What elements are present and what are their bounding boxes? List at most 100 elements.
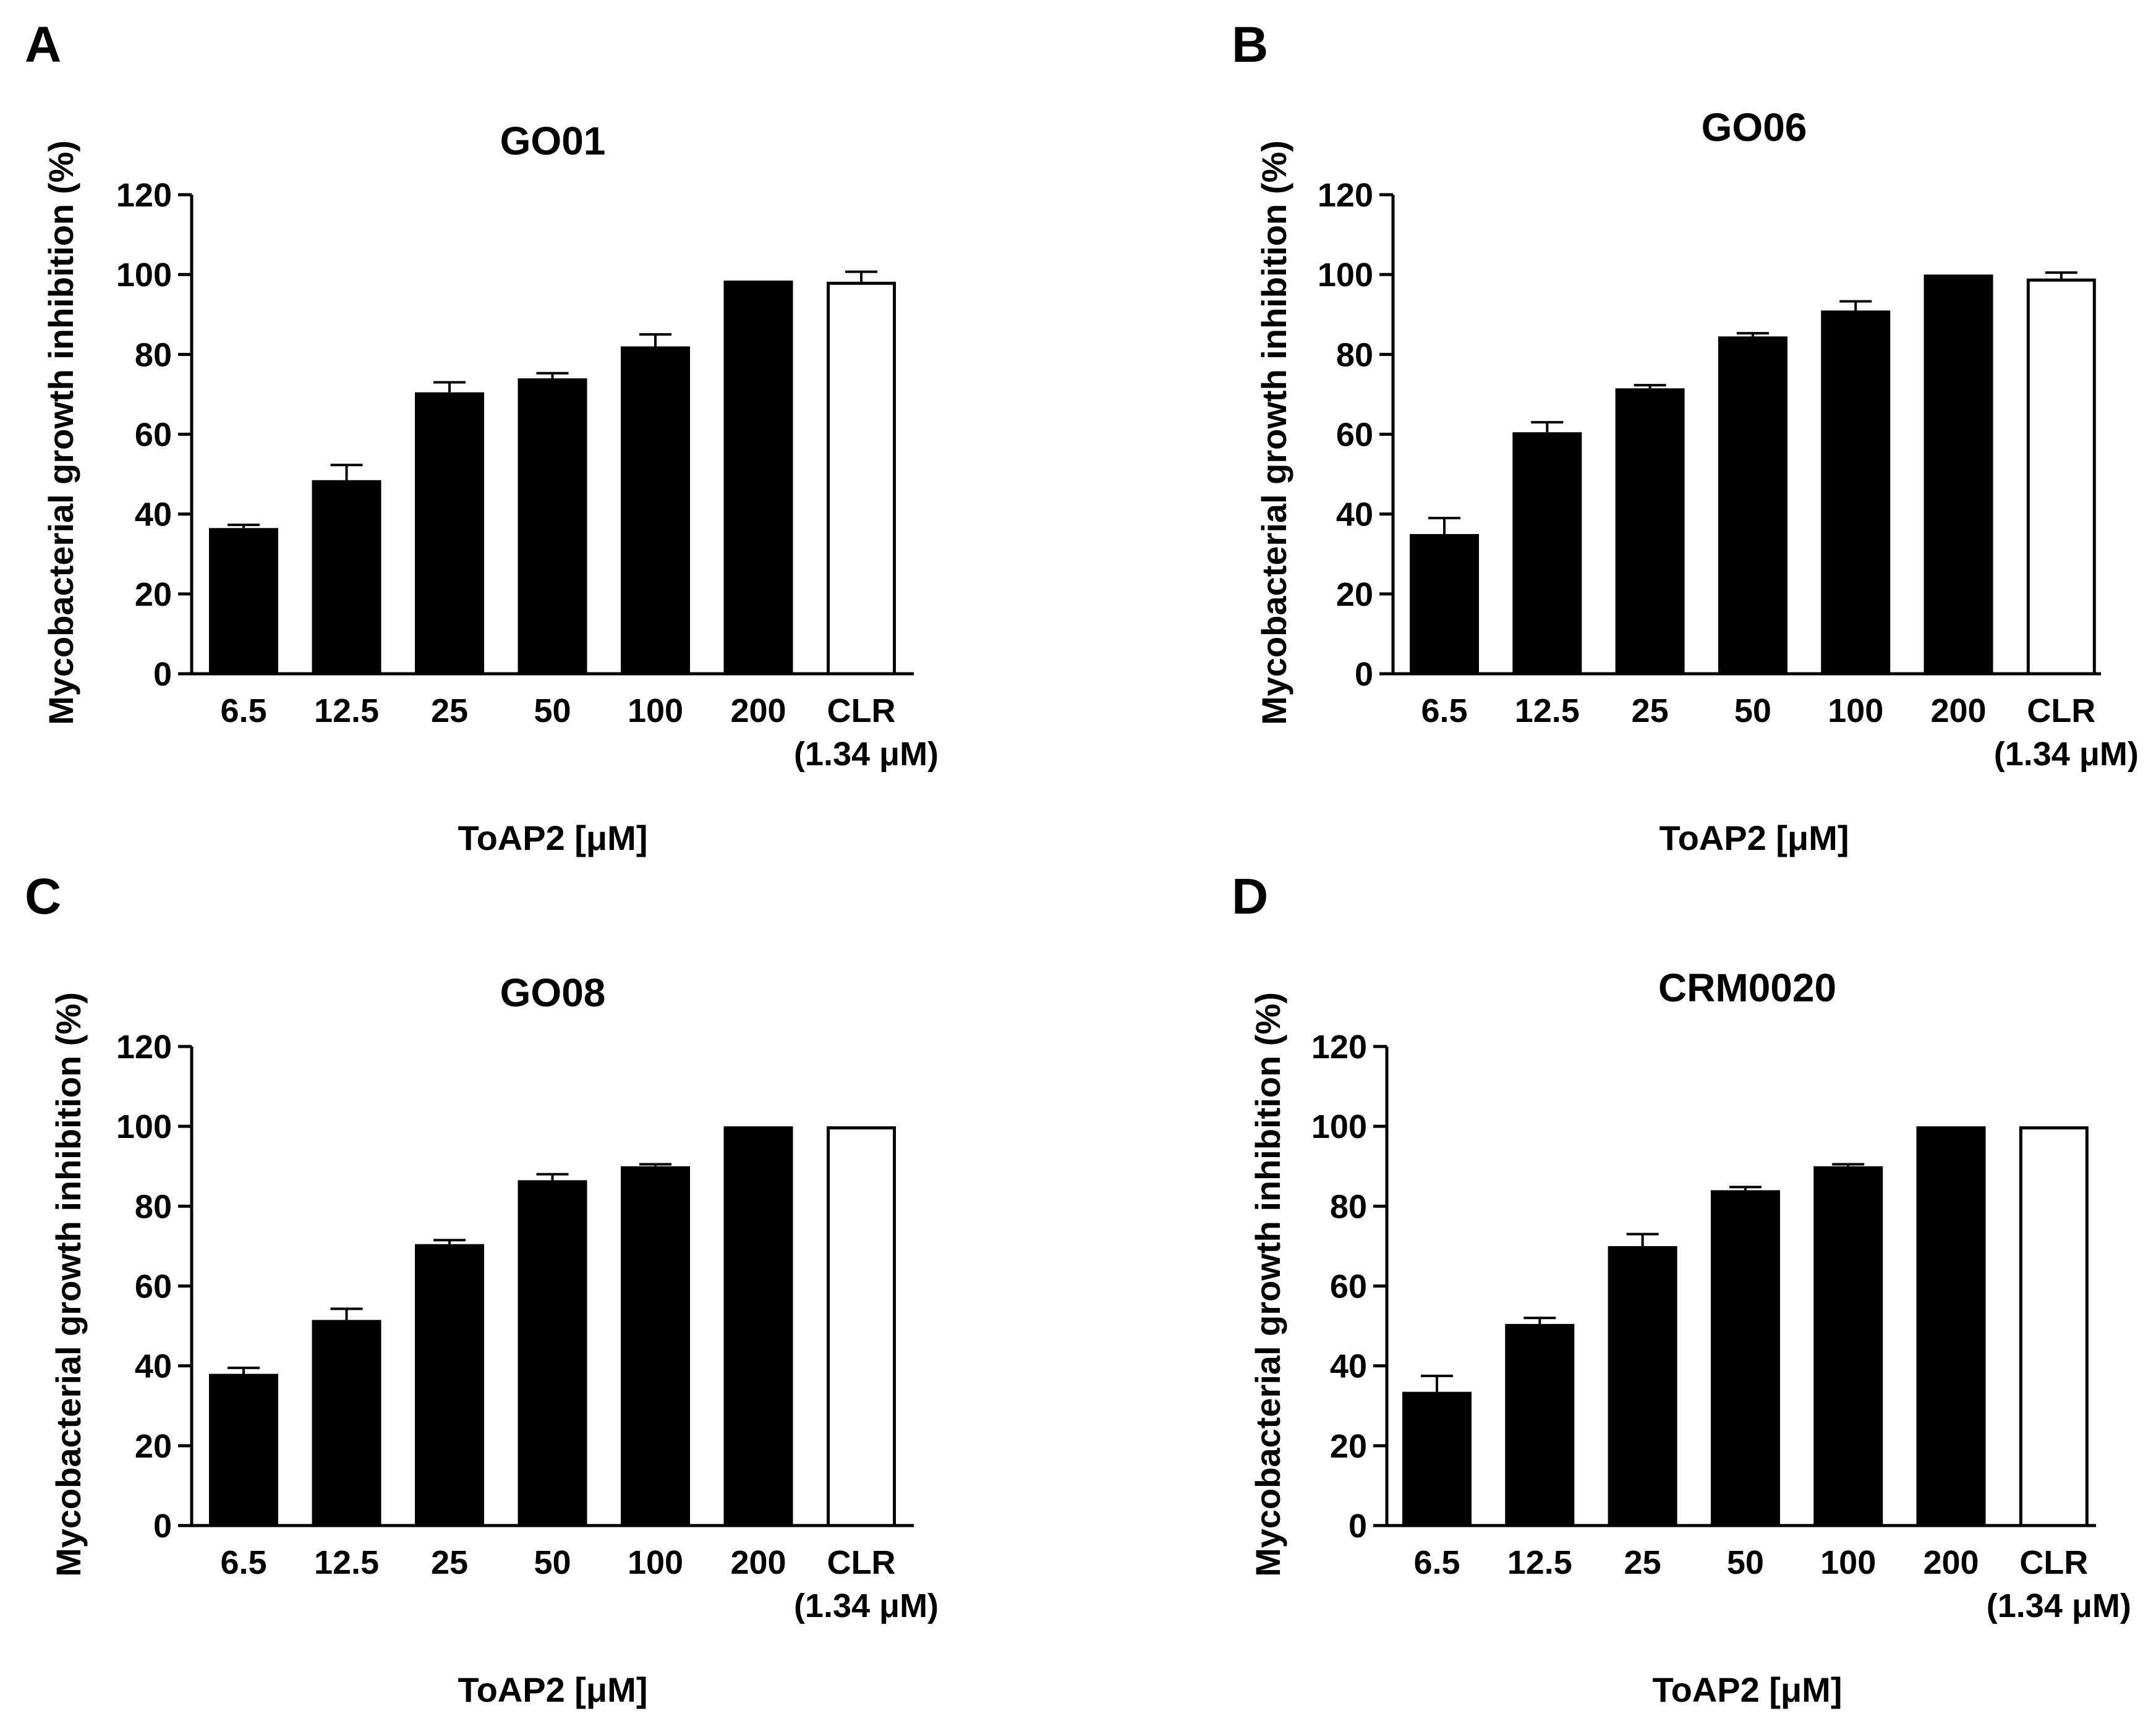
y-tick-label: 60 xyxy=(1336,417,1373,454)
bar xyxy=(1718,336,1787,674)
bar xyxy=(1710,1190,1780,1526)
x-tick-label: 200 xyxy=(730,692,786,729)
x-tick-label: 50 xyxy=(534,692,571,729)
x-tick-label: 6.5 xyxy=(220,692,266,729)
x-tick-label: 12.5 xyxy=(1515,692,1580,729)
chart-title: GO08 xyxy=(500,970,606,1015)
panel-letter: A xyxy=(25,17,61,73)
y-tick-label: 80 xyxy=(1330,1188,1367,1225)
y-tick-label: 100 xyxy=(1311,1108,1367,1145)
x-tick-label: 200 xyxy=(1930,692,1986,729)
x-tick-label: 25 xyxy=(1624,1544,1661,1581)
x-tick-sublabel: (1.34 μM) xyxy=(794,1587,939,1624)
y-tick-label: 20 xyxy=(135,576,172,613)
bar xyxy=(2026,278,2096,676)
x-tick-label: 25 xyxy=(1632,692,1669,729)
bar xyxy=(209,528,278,674)
bar xyxy=(518,378,587,674)
bar xyxy=(415,1244,484,1526)
x-tick-label: 100 xyxy=(1820,1544,1876,1581)
y-tick-label: 100 xyxy=(1318,257,1373,294)
x-tick-label: 200 xyxy=(1923,1544,1979,1581)
y-tick-label: 80 xyxy=(1336,336,1373,373)
x-tick-label: 25 xyxy=(431,1544,468,1581)
y-axis-label: Mycobacterial growth inhibition (%) xyxy=(49,992,88,1577)
panel-letter: C xyxy=(25,868,61,925)
x-axis-label: ToAP2 [μM] xyxy=(1653,1670,1843,1709)
bar xyxy=(209,1373,278,1526)
x-tick-label: 6.5 xyxy=(220,1544,266,1581)
y-tick-label: 20 xyxy=(135,1428,172,1465)
y-tick-label: 80 xyxy=(135,336,172,373)
y-tick-label: 60 xyxy=(135,1268,172,1305)
y-tick-label: 100 xyxy=(116,1108,172,1145)
x-tick-label: 100 xyxy=(628,1544,683,1581)
y-tick-label: 40 xyxy=(1330,1348,1367,1385)
x-tick-label: CLR xyxy=(2019,1544,2088,1581)
bar xyxy=(518,1180,587,1526)
panel-a: A GO01 Mycobacterial growth inhibition (… xyxy=(25,17,939,857)
y-tick-label: 40 xyxy=(135,1348,172,1385)
y-tick-label: 20 xyxy=(1336,576,1373,613)
y-tick-label: 60 xyxy=(135,417,172,454)
x-tick-label: 12.5 xyxy=(1507,1544,1572,1581)
bar xyxy=(827,1126,896,1527)
bar xyxy=(723,280,793,674)
bar xyxy=(1505,1323,1575,1526)
bar xyxy=(1402,1391,1472,1526)
y-tick-label: 100 xyxy=(116,257,172,294)
y-axis-label: Mycobacterial growth inhibition (%) xyxy=(1248,992,1287,1577)
panel-c: C GO08 Mycobacterial growth inhibition (… xyxy=(25,868,939,1709)
x-tick-label: 100 xyxy=(1828,692,1883,729)
x-tick-label: 12.5 xyxy=(314,1544,379,1581)
bar xyxy=(1821,310,1891,674)
y-tick-label: 120 xyxy=(1318,177,1373,214)
bar xyxy=(621,346,690,674)
panel-letter: B xyxy=(1232,17,1268,73)
plot-area: 6.5 12.5 25 50 100 200 CLR (1.34 μM) 0 20 40 60 80 10… xyxy=(116,1029,939,1624)
y-tick-label: 120 xyxy=(116,1029,172,1066)
chart-title: CRM0020 xyxy=(1658,966,1836,1010)
bar xyxy=(1608,1246,1677,1526)
x-tick-label: CLR xyxy=(2027,692,2095,729)
y-tick-label: 0 xyxy=(1355,656,1373,693)
y-tick-label: 0 xyxy=(153,1508,172,1545)
x-axis-label: ToAP2 [μM] xyxy=(458,1670,648,1709)
y-tick-label: 0 xyxy=(153,656,172,693)
bar xyxy=(415,392,484,674)
x-axis-label: ToAP2 [μM] xyxy=(458,818,648,857)
panel-d: D CRM0020 Mycobacterial growth inhibitio… xyxy=(1232,868,2131,1709)
x-tick-label: 12.5 xyxy=(314,692,379,729)
x-tick-label: 100 xyxy=(628,692,683,729)
bar xyxy=(1410,533,1479,674)
y-tick-label: 20 xyxy=(1330,1428,1367,1465)
x-tick-label: 200 xyxy=(730,1544,786,1581)
x-axis-label: ToAP2 [μM] xyxy=(1660,818,1849,857)
bar xyxy=(827,281,896,676)
y-tick-label: 80 xyxy=(135,1188,172,1225)
bar xyxy=(1512,432,1582,674)
bar xyxy=(1615,388,1685,674)
y-tick-label: 60 xyxy=(1330,1268,1367,1305)
x-tick-label: 50 xyxy=(1734,692,1771,729)
plot-area: 6.5 12.5 25 50 100 200 CLR (1.34 μM) 0 20 40 60 80 10… xyxy=(1311,1029,2131,1624)
y-tick-label: 120 xyxy=(1311,1029,1367,1066)
y-axis-label: Mycobacterial growth inhibition (%) xyxy=(41,140,80,725)
x-tick-sublabel: (1.34 μM) xyxy=(794,736,939,773)
bar xyxy=(723,1126,793,1526)
x-tick-sublabel: (1.34 μM) xyxy=(1987,1587,2131,1624)
x-tick-label: 50 xyxy=(1727,1544,1764,1581)
panel-b: B GO06 Mycobacterial growth inhibition (… xyxy=(1232,17,2139,857)
y-tick-label: 40 xyxy=(135,496,172,533)
y-tick-label: 0 xyxy=(1349,1508,1367,1545)
bar xyxy=(621,1166,690,1526)
x-tick-label: CLR xyxy=(827,692,896,729)
x-tick-label: 6.5 xyxy=(1413,1544,1460,1581)
panel-letter: D xyxy=(1232,868,1268,925)
plot-area: 6.5 12.5 25 50 100 200 CLR (1.34 μM) 0 20 40 60 80 10… xyxy=(116,177,939,773)
x-tick-label: CLR xyxy=(827,1544,896,1581)
x-tick-label: 25 xyxy=(431,692,468,729)
y-tick-label: 120 xyxy=(116,177,172,214)
bar xyxy=(2019,1126,2089,1527)
